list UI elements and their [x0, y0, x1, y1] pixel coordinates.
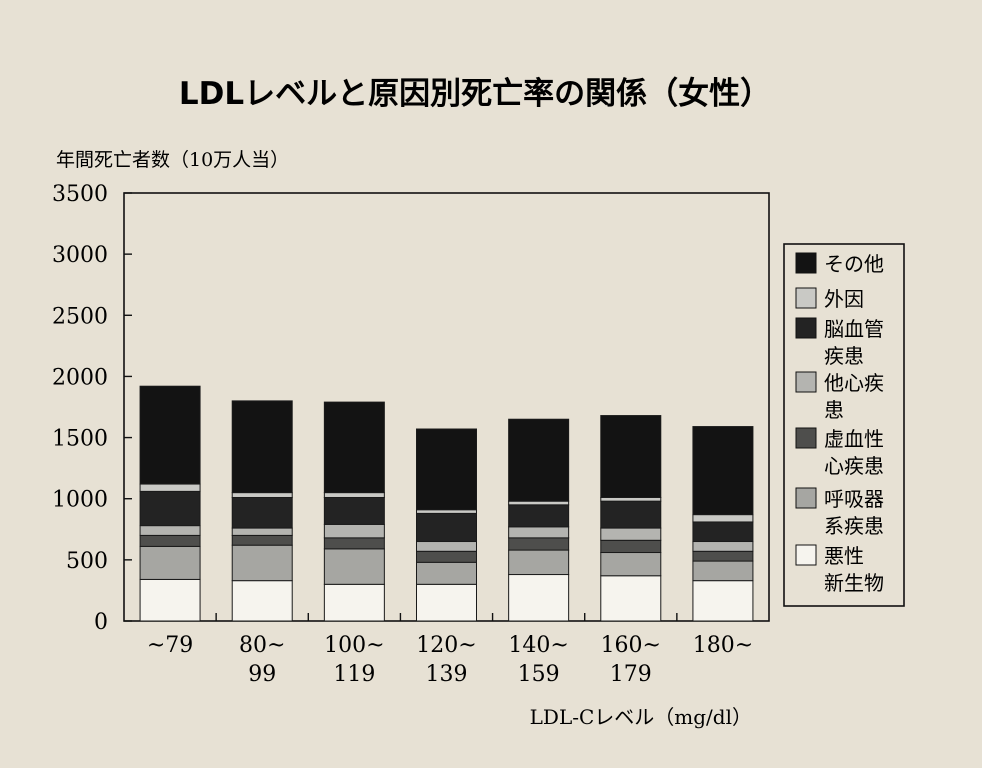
- bar-segment: [416, 509, 477, 514]
- y-tick-label: 0: [94, 610, 108, 635]
- chart-title: LDLレベルと原因別死亡率の関係（女性）: [179, 76, 771, 112]
- legend-label: その他: [824, 252, 884, 276]
- bar-segment: [508, 537, 570, 551]
- bar-segment: [416, 541, 477, 552]
- bar-segment: [508, 504, 570, 528]
- bar-segment: [600, 575, 662, 622]
- y-tick-label: 2500: [52, 304, 108, 329]
- x-axis-label: LDL-Cレベル（mg/dl）: [530, 705, 752, 729]
- legend-label: 心疾患: [824, 454, 884, 478]
- legend-swatch: [795, 317, 817, 339]
- legend-swatch: [795, 252, 817, 274]
- x-tick-label: 119: [333, 662, 375, 687]
- y-tick-label: 3500: [52, 182, 108, 207]
- x-tick-label: 100~: [324, 633, 384, 658]
- bar-segment: [508, 526, 570, 539]
- bar-segment: [139, 525, 201, 536]
- bar-segment: [323, 492, 385, 498]
- x-tick-label: 179: [610, 662, 652, 687]
- legend-label: 患: [824, 398, 844, 422]
- bar-segment: [600, 500, 662, 529]
- bar-segment: [416, 550, 477, 563]
- x-tick-label: 80~: [239, 633, 285, 658]
- bar-segment: [600, 415, 662, 498]
- legend-label: 呼吸器: [824, 487, 884, 511]
- bar-segment: [231, 580, 293, 622]
- bar-segment: [508, 418, 570, 502]
- bar-segment: [692, 560, 754, 582]
- legend-label: 外因: [824, 287, 864, 311]
- x-tick-label: 180~: [693, 633, 753, 658]
- bar-segment: [139, 578, 201, 622]
- x-tick-label: 160~: [601, 633, 661, 658]
- bar-segment: [323, 537, 385, 550]
- bar-segment: [139, 545, 201, 580]
- y-tick-label: 500: [66, 549, 108, 574]
- bar-segment: [139, 490, 201, 527]
- bar-segment: [508, 574, 570, 622]
- y-axis-label: 年間死亡者数（10万人当）: [56, 149, 289, 171]
- legend-swatch: [795, 427, 817, 449]
- bar-segment: [231, 400, 293, 494]
- bar-segment: [508, 500, 570, 506]
- bar-segment: [323, 401, 385, 494]
- bar-segment: [323, 583, 385, 622]
- bar-segment: [692, 580, 754, 622]
- bar-segment: [416, 583, 477, 622]
- bar-segment: [600, 527, 662, 541]
- bar-segment: [231, 496, 293, 529]
- x-tick-label: 140~: [508, 633, 568, 658]
- bar-segment: [323, 496, 385, 525]
- bar-segment: [600, 552, 662, 577]
- bar-segment: [508, 549, 570, 576]
- x-tick-label: ~79: [147, 633, 193, 658]
- legend-label: 虚血性: [824, 427, 884, 451]
- bar-segment: [692, 426, 754, 516]
- legend-swatch: [795, 371, 817, 393]
- bar-segment: [600, 539, 662, 554]
- x-tick-label: 159: [518, 662, 560, 687]
- bar-segment: [231, 544, 293, 582]
- legend-swatch: [795, 487, 817, 509]
- y-tick-label: 2000: [52, 365, 108, 390]
- x-axis: ~79 80~ 99 100~ 119 120~ 139 140~ 159 160~ 179 180~: [147, 613, 753, 687]
- bar-segment: [231, 527, 293, 536]
- bar-segment: [692, 521, 754, 543]
- legend-label: 悪性: [824, 544, 864, 568]
- bar-segment: [416, 561, 477, 585]
- x-tick-label: 120~: [416, 633, 476, 658]
- legend-label: 新生物: [824, 571, 884, 595]
- bar-segment: [139, 534, 201, 547]
- bar-segment: [600, 496, 662, 502]
- y-tick-label: 3000: [52, 243, 108, 268]
- y-tick-label: 1500: [52, 427, 108, 452]
- bar-stacks: [139, 385, 754, 622]
- bar-segment: [692, 514, 754, 523]
- bar-segment: [692, 541, 754, 552]
- bar-segment: [139, 385, 201, 485]
- bar-segment: [416, 512, 477, 543]
- bar-segment: [231, 534, 293, 546]
- x-tick-label: 139: [426, 662, 468, 687]
- legend-label: 他心疾: [824, 371, 884, 395]
- bar-segment: [139, 483, 201, 492]
- y-axis: 0 500 1000 1500 2000 2500 3000 3500: [52, 182, 132, 635]
- legend-swatch: [795, 287, 817, 309]
- y-tick-label: 1000: [52, 488, 108, 513]
- x-tick-label: 99: [248, 662, 276, 687]
- legend-label: 脳血管: [824, 317, 884, 341]
- legend-label: 疾患: [824, 344, 864, 368]
- bar-segment: [323, 548, 385, 585]
- legend-box: [783, 243, 905, 607]
- bar-segment: [692, 550, 754, 562]
- legend-swatch: [795, 544, 817, 566]
- legend-label: 系疾患: [824, 514, 884, 538]
- bar-segment: [323, 523, 385, 539]
- bar-segment: [416, 428, 477, 511]
- bar-segment: [231, 492, 293, 498]
